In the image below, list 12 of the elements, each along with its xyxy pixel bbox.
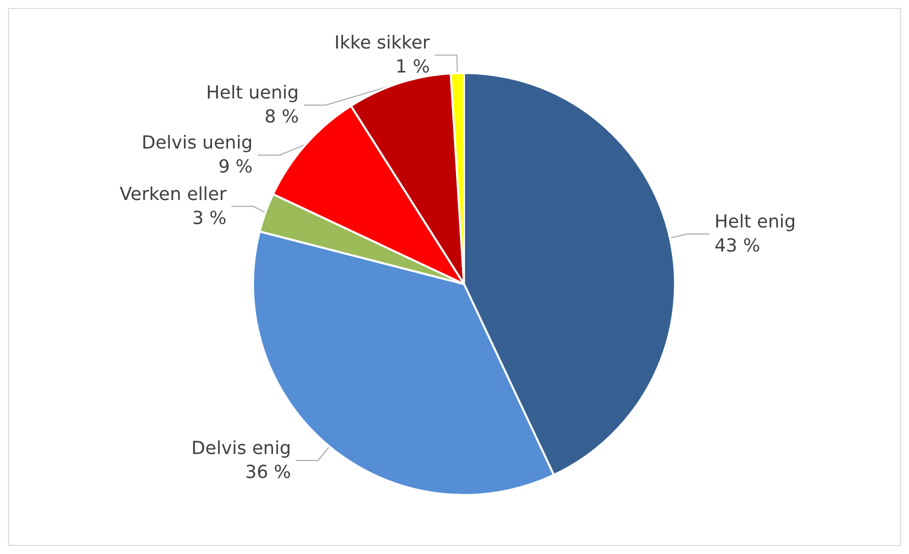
data-label: 8 % — [264, 106, 299, 128]
data-label: 1 % — [396, 56, 430, 78]
data-label: 9 % — [218, 156, 253, 178]
slice-label: Verken eller — [120, 184, 228, 205]
slice-label: Delvis uenig — [142, 132, 253, 154]
data-label: 43 % — [714, 236, 760, 257]
slice-label: Delvis enig — [191, 438, 292, 459]
slice-label: Ikke sikker — [334, 32, 430, 54]
data-label: 3 % — [192, 208, 227, 229]
data-label: 36 % — [245, 462, 292, 483]
slice-label: Helt uenig — [206, 82, 299, 104]
slice-label: Helt enig — [714, 212, 796, 233]
